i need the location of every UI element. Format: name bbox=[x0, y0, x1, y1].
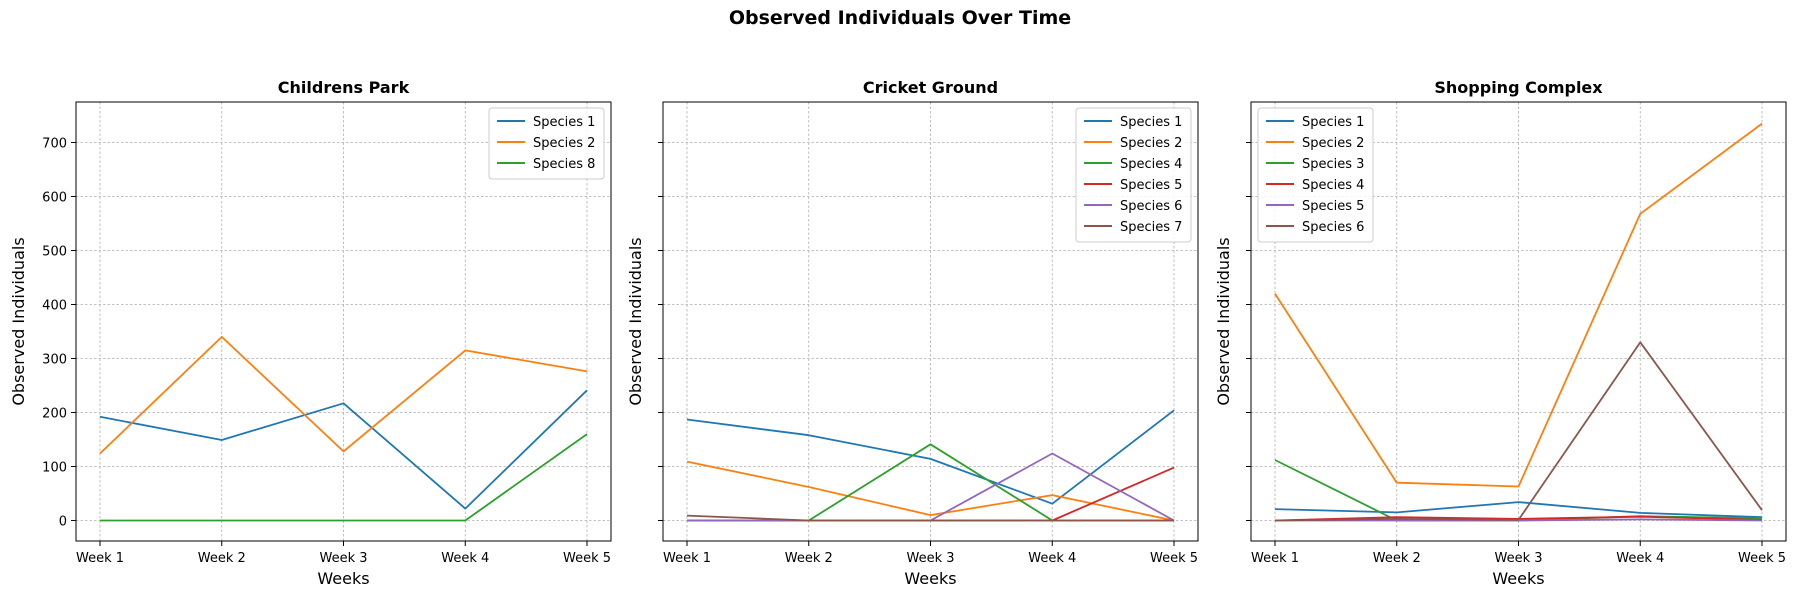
x-tick-label: Week 2 bbox=[1373, 551, 1421, 566]
series-line-species-1 bbox=[99, 389, 588, 510]
x-tick-label: Week 4 bbox=[1028, 551, 1076, 566]
panel-2: Week 1 Week 2 Week 3 Week 4 Week 5 Cricket Gr… bbox=[626, 78, 1199, 588]
series-line-species-8 bbox=[100, 433, 588, 522]
x-tick-label: Week 3 bbox=[1494, 551, 1542, 566]
legend: Species 1 Species 2 Species 4 Species 5 Spec… bbox=[1075, 107, 1192, 243]
y-tick-label: 200 bbox=[42, 406, 67, 421]
series-line-species-2 bbox=[1274, 122, 1763, 488]
y-axis-label: Observed Individuals bbox=[9, 237, 28, 405]
legend: Species 1 Species 2 Species 8 bbox=[488, 107, 605, 180]
y-axis-label: Observed Individuals bbox=[626, 237, 645, 405]
legend-label: Species 7 bbox=[1120, 220, 1182, 235]
x-tick-label: Week 1 bbox=[1251, 551, 1299, 566]
panel-title: Cricket Ground bbox=[863, 78, 998, 97]
legend-box bbox=[488, 107, 605, 180]
legend-label: Species 4 bbox=[1120, 157, 1182, 172]
series-line-species-1 bbox=[1274, 501, 1763, 519]
y-axis-label: Observed Individuals bbox=[1214, 237, 1233, 405]
y-tick-label: 700 bbox=[42, 136, 67, 151]
legend-label: Species 2 bbox=[533, 136, 595, 151]
legend-label: Species 2 bbox=[1120, 136, 1182, 151]
y-tick-label: 0 bbox=[59, 514, 67, 529]
legend-label: Species 8 bbox=[533, 157, 595, 172]
legend-label: Species 1 bbox=[1120, 115, 1182, 130]
x-tick-label: Week 3 bbox=[906, 551, 954, 566]
x-tick-label: Week 4 bbox=[441, 551, 489, 566]
x-tick-label: Week 5 bbox=[1150, 551, 1198, 566]
x-tick-label: Week 4 bbox=[1616, 551, 1664, 566]
legend-label: Species 4 bbox=[1302, 178, 1364, 193]
panel-title: Childrens Park bbox=[278, 78, 410, 97]
y-tick-label: 600 bbox=[42, 190, 67, 205]
panel-1: 0 100 200 300 400 500 600 700 Week 1 Week 2 Week 3… bbox=[9, 78, 612, 588]
x-axis-label: Weeks bbox=[317, 569, 369, 588]
x-tick-label: Week 5 bbox=[563, 551, 611, 566]
series-line-species-7 bbox=[686, 514, 1174, 522]
legend-label: Species 2 bbox=[1302, 136, 1364, 151]
x-tick-label: Week 1 bbox=[76, 551, 124, 566]
legend-label: Species 6 bbox=[1120, 199, 1182, 214]
x-axis-label: Weeks bbox=[1492, 569, 1544, 588]
x-tick-label: Week 1 bbox=[663, 551, 711, 566]
panel-3: Week 1 Week 2 Week 3 Week 4 Week 5 Shopping C… bbox=[1214, 78, 1787, 588]
y-tick-label: 300 bbox=[42, 352, 67, 367]
legend-label: Species 5 bbox=[1302, 199, 1364, 214]
x-tick-label: Week 3 bbox=[319, 551, 367, 566]
legend-label: Species 5 bbox=[1120, 178, 1182, 193]
x-tick-label: Week 2 bbox=[198, 551, 246, 566]
figure-title: Observed Individuals Over Time bbox=[728, 7, 1072, 29]
legend-label: Species 1 bbox=[533, 115, 595, 130]
series-line-species-2 bbox=[99, 335, 588, 455]
legend-label: Species 6 bbox=[1302, 220, 1364, 235]
series-line-species-6 bbox=[1274, 341, 1763, 522]
y-tick-label: 500 bbox=[42, 244, 67, 259]
y-tick-label: 400 bbox=[42, 298, 67, 313]
y-tick-label: 100 bbox=[42, 460, 67, 475]
x-axis-label: Weeks bbox=[904, 569, 956, 588]
legend-label: Species 1 bbox=[1302, 115, 1364, 130]
x-tick-label: Week 5 bbox=[1738, 551, 1786, 566]
panel-title: Shopping Complex bbox=[1434, 78, 1603, 97]
x-tick-label: Week 2 bbox=[785, 551, 833, 566]
series-line-species-1 bbox=[686, 409, 1175, 505]
legend: Species 1 Species 2 Species 3 Species 4 Spec… bbox=[1257, 107, 1374, 243]
legend-label: Species 3 bbox=[1302, 157, 1364, 172]
